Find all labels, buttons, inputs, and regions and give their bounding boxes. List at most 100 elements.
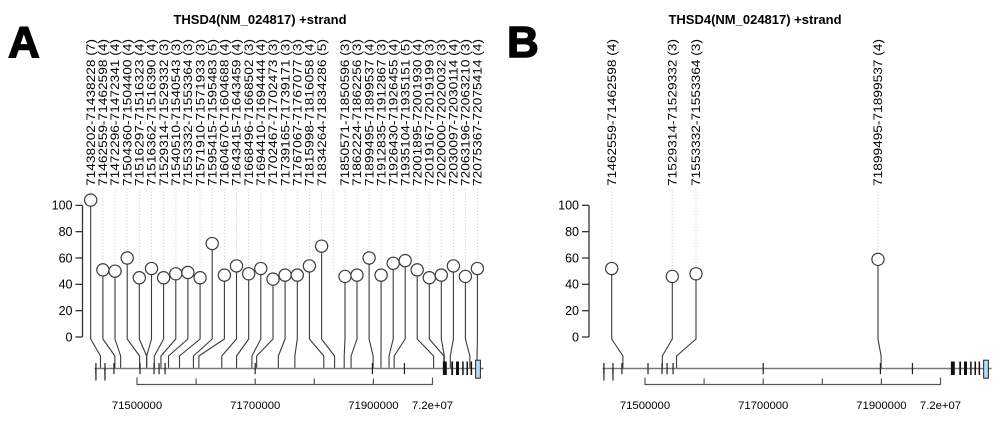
thick-exon-block [959, 361, 962, 375]
lollipop-circle [665, 269, 680, 284]
lollipop-circle [254, 261, 268, 276]
lollipop-circle [446, 259, 461, 273]
region-label: 72001895-72001930 (4) [412, 39, 424, 186]
lollipop-stem [277, 281, 286, 369]
lollipop-circle [470, 261, 485, 276]
lollipop-stem [294, 281, 298, 369]
x-tick-label: 71900000 [348, 400, 398, 412]
x-tick-label: 7.2e+07 [920, 400, 961, 412]
y-tick-label: 40 [565, 278, 579, 292]
region-label: 71912835-71912867 (3) [376, 39, 388, 186]
thick-exon-block [978, 361, 981, 375]
panel-letter-a: A [7, 18, 40, 67]
y-tick-label: 0 [66, 330, 73, 344]
lollipop-circle [871, 252, 885, 267]
y-tick-label: 80 [59, 225, 73, 239]
lollipop-stem [160, 279, 177, 369]
region-label: 71862224-71862256 (3) [352, 39, 364, 186]
lollipop-stem [256, 285, 274, 369]
lollipop-stem [368, 264, 374, 369]
region-label: 71504360-71504400 (4) [122, 39, 134, 186]
lollipop-stem [321, 252, 336, 369]
thick-exon-block [974, 361, 976, 375]
region-label: 71643415-71643459 (4) [232, 39, 244, 186]
region-label: 71553332-71553364 (3) [691, 39, 703, 186]
lollipop-stem [251, 274, 262, 369]
x-tick-label: 71700000 [230, 400, 280, 412]
region-label: 72030097-72030114 (4) [449, 39, 461, 186]
lollipop-stem [350, 281, 358, 369]
lollipop-circle [181, 265, 195, 280]
region-label: 71739165-71739171 (3) [280, 39, 292, 186]
lollipop-stem [416, 275, 435, 369]
y-tick-label: 40 [59, 278, 73, 292]
region-label: 71899495-71899537 (4) [873, 39, 885, 186]
lollipop-stem [611, 274, 624, 369]
region-label: 71516362-71516390 (4) [147, 39, 159, 186]
lollipop-circle [169, 267, 183, 281]
lollipop-circle [96, 263, 110, 277]
region-label: 71529314-71529332 (3) [159, 39, 171, 186]
lollipop-stem [102, 275, 116, 369]
lollipop-stem [126, 264, 141, 369]
lollipop-circle [386, 256, 400, 270]
region-label: 71540510-71540543 (3) [171, 39, 183, 186]
region-label: 71926430-71926455 (4) [388, 39, 400, 186]
lollipop-circle [605, 261, 619, 276]
region-label: 71604670-71604688 (4) [220, 39, 232, 186]
lollipop-stem [138, 283, 148, 369]
panel-letter-b: B [506, 18, 539, 67]
lollipop-circle [120, 251, 134, 265]
lollipop-stem [221, 271, 238, 369]
lollipop-circle [689, 267, 703, 281]
lollipop-stem [388, 269, 394, 369]
region-label: 71899495-71899537 (4) [364, 39, 376, 186]
lollipop-stem [114, 277, 122, 369]
region-label: 72019167-72019199 (3) [425, 39, 437, 186]
lollipop-circle [217, 268, 232, 282]
lollipop-circle [362, 251, 376, 265]
region-label: 71438202-71438228 (7) [86, 39, 98, 186]
y-tick-label: 100 [558, 199, 579, 213]
x-axis-bracket [644, 377, 942, 386]
lollipop-stem [192, 249, 213, 369]
region-label: 71472296-71472341 (4) [110, 39, 122, 186]
lollipop-stem [167, 278, 189, 369]
thick-exon-block [964, 361, 967, 375]
thick-exon-block [950, 361, 955, 375]
lollipop-stem [178, 283, 201, 369]
thick-exon-block [470, 361, 473, 375]
lollipop-circle [83, 193, 98, 207]
region-label: 71595415-71595483 (5) [207, 39, 219, 186]
lollipop-circle [241, 267, 256, 281]
region-label: 71767067-71767077 (3) [293, 39, 305, 186]
lollipop-stem [449, 271, 454, 369]
y-tick-label: 60 [565, 251, 579, 265]
y-tick-label: 100 [52, 199, 73, 213]
thick-exon-block [970, 361, 972, 375]
lollipop-stem [661, 282, 673, 369]
lollipop-circle [132, 271, 146, 285]
lollipop-stem [236, 279, 250, 369]
lollipop-stem [308, 271, 325, 369]
thick-exon-block [466, 361, 468, 375]
lollipop-circle [422, 271, 436, 285]
x-tick-label: 7.2e+07 [412, 400, 453, 412]
lollipop-circle [458, 269, 473, 284]
thick-exon-block [442, 361, 447, 375]
lollipop-circle [314, 239, 329, 253]
lollipop-stem [393, 266, 406, 369]
region-label: 72063196-72063210 (3) [461, 39, 473, 186]
x-axis-bracket [136, 377, 434, 386]
lollipop-circle [410, 263, 424, 277]
lollipop-circle [205, 236, 219, 251]
region-label: 71462559-71462598 (4) [607, 39, 619, 186]
lollipop-stem [877, 265, 882, 369]
region-label: 71815998-71816058 (4) [305, 39, 317, 186]
region-label: 71834264-71834286 (5) [317, 39, 329, 186]
lollipop-circle [374, 268, 388, 282]
region-label: 71668496-71668502 (3) [244, 39, 256, 186]
chart-title-b: THSD4(NM_024817) +strand [668, 12, 842, 27]
lollipop-stem [675, 279, 697, 369]
